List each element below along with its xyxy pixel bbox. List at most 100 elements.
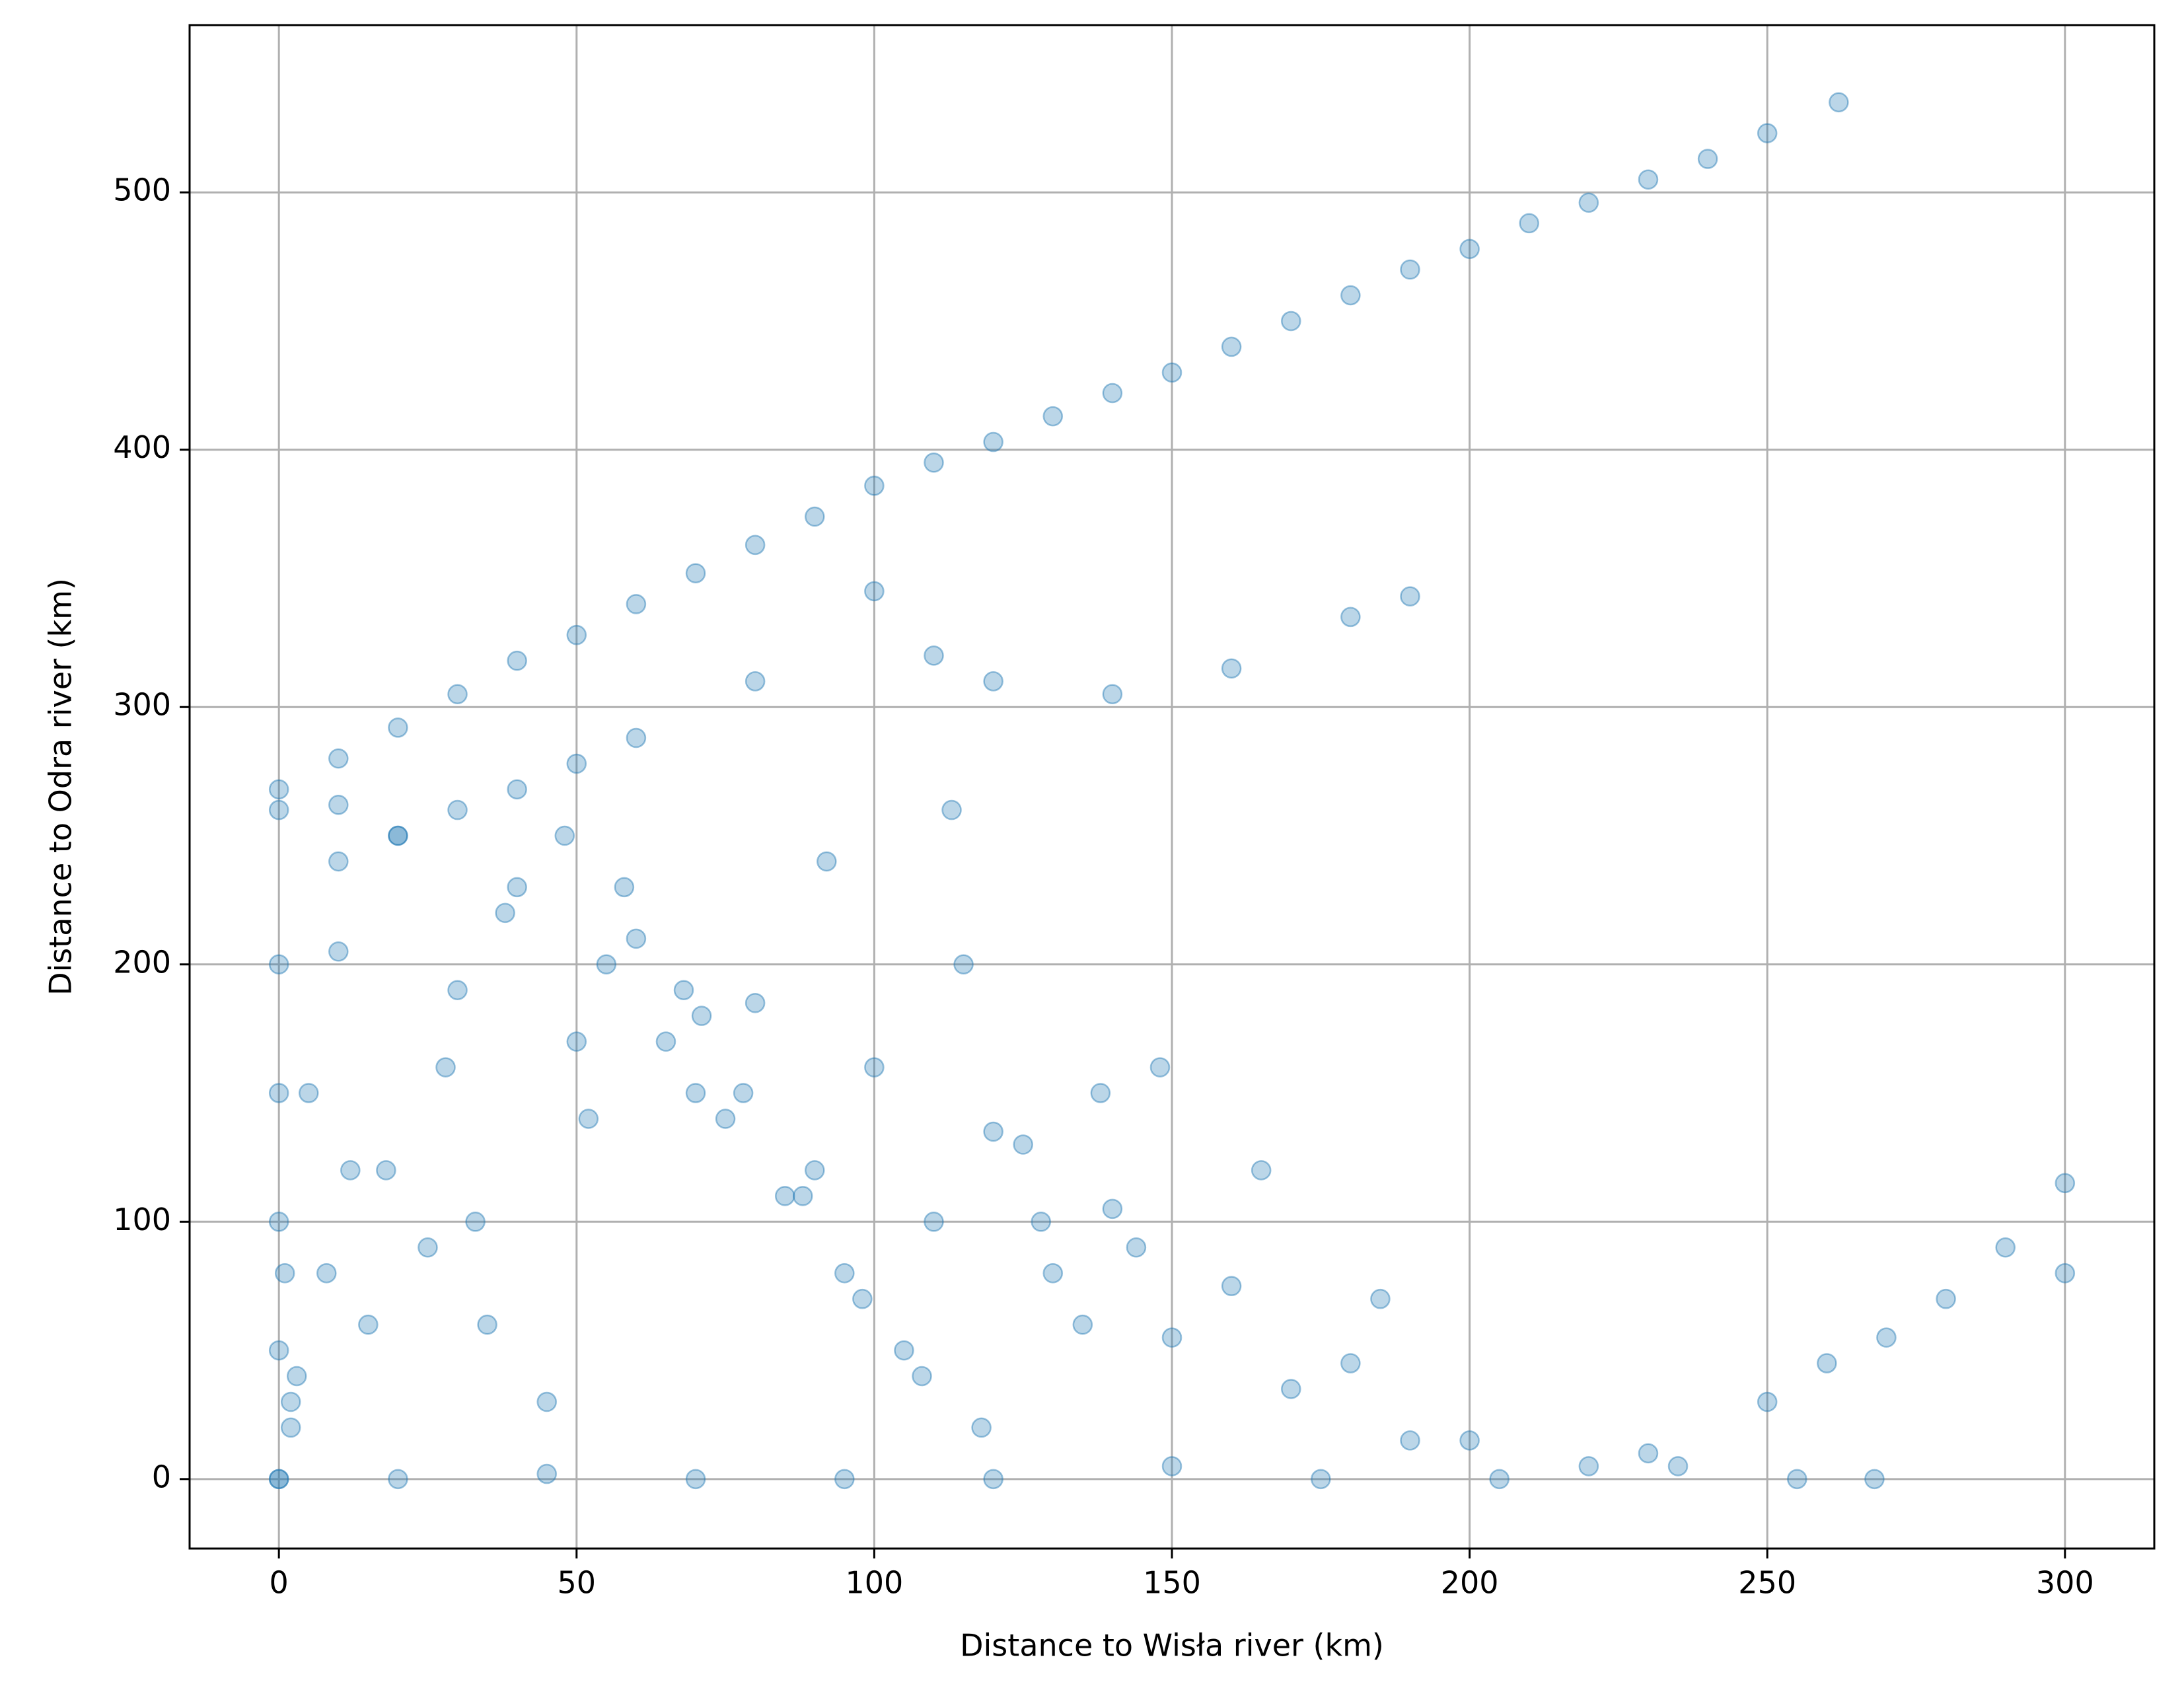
point <box>983 671 1003 692</box>
x-tick-label: 300 <box>2036 1565 2094 1601</box>
point <box>1042 406 1064 427</box>
point <box>1489 1469 1510 1490</box>
point <box>578 1109 599 1129</box>
x-tick-label: 100 <box>845 1565 903 1601</box>
x-tick-label: 200 <box>1441 1565 1499 1601</box>
point <box>507 650 527 671</box>
point <box>1311 1469 1331 1490</box>
x-tick-label: 0 <box>270 1565 289 1601</box>
point <box>1340 285 1361 306</box>
point <box>447 684 468 705</box>
point <box>1400 1430 1420 1451</box>
point <box>1370 1288 1391 1309</box>
point <box>1400 259 1420 280</box>
point <box>1090 1083 1111 1103</box>
point <box>673 980 694 1000</box>
point <box>554 825 575 846</box>
point <box>805 1160 825 1181</box>
point <box>924 1212 944 1232</box>
point <box>852 1288 873 1309</box>
point <box>1072 1314 1093 1335</box>
point <box>1787 1469 1807 1490</box>
point <box>435 1057 456 1078</box>
point <box>536 1391 557 1412</box>
point <box>536 1463 557 1484</box>
point <box>388 717 408 738</box>
point <box>268 1469 289 1490</box>
point <box>1102 383 1123 404</box>
point <box>507 779 527 800</box>
point <box>745 671 766 692</box>
point <box>1126 1237 1147 1258</box>
point <box>805 506 825 527</box>
point <box>358 1314 379 1335</box>
point <box>1697 149 1718 169</box>
point <box>1519 213 1539 234</box>
point <box>566 624 587 645</box>
point <box>495 902 515 924</box>
point <box>1995 1237 2016 1258</box>
point <box>376 1160 396 1181</box>
point <box>268 799 289 821</box>
point <box>1280 1379 1301 1399</box>
point <box>328 795 349 815</box>
point <box>685 1083 706 1103</box>
point <box>1829 92 1849 113</box>
point <box>1013 1134 1033 1155</box>
point <box>983 1469 1003 1490</box>
point <box>864 476 885 496</box>
point <box>507 877 527 898</box>
point <box>1102 684 1123 705</box>
point <box>626 727 647 749</box>
point <box>477 1314 497 1335</box>
point <box>274 1262 295 1284</box>
point <box>983 431 1003 453</box>
point <box>268 954 289 975</box>
point <box>1251 1160 1272 1181</box>
point <box>566 1031 587 1052</box>
point <box>268 1083 289 1103</box>
point <box>1280 311 1301 332</box>
point <box>1221 336 1242 357</box>
point <box>924 645 944 666</box>
point <box>715 1109 736 1129</box>
point <box>1578 192 1599 213</box>
point <box>655 1031 676 1052</box>
point <box>286 1366 307 1387</box>
point <box>774 1186 795 1206</box>
point <box>1031 1212 1051 1232</box>
point <box>447 799 468 821</box>
point <box>834 1469 855 1490</box>
point <box>924 452 944 473</box>
point <box>894 1340 914 1361</box>
point <box>745 534 766 556</box>
point <box>2055 1262 2076 1284</box>
point <box>388 1469 408 1490</box>
point <box>745 992 766 1013</box>
point <box>418 1237 438 1258</box>
point <box>388 825 408 846</box>
point <box>280 1391 301 1412</box>
point <box>1221 1276 1242 1296</box>
point <box>685 1469 706 1490</box>
point <box>280 1417 301 1438</box>
point <box>328 941 349 962</box>
point <box>1876 1327 1897 1348</box>
x-tick-label: 250 <box>1738 1565 1796 1601</box>
point <box>953 954 974 975</box>
point <box>1578 1456 1599 1477</box>
point <box>983 1121 1003 1142</box>
point <box>2055 1173 2076 1194</box>
y-tick-label: 100 <box>113 1202 171 1237</box>
point <box>596 954 617 975</box>
point <box>685 563 706 583</box>
point <box>566 753 587 774</box>
point <box>626 594 647 614</box>
point <box>1340 1353 1361 1373</box>
point <box>268 1469 289 1490</box>
point <box>614 877 635 898</box>
point <box>912 1366 932 1387</box>
point <box>1221 658 1242 679</box>
point <box>1817 1353 1837 1373</box>
point <box>1459 1430 1480 1451</box>
